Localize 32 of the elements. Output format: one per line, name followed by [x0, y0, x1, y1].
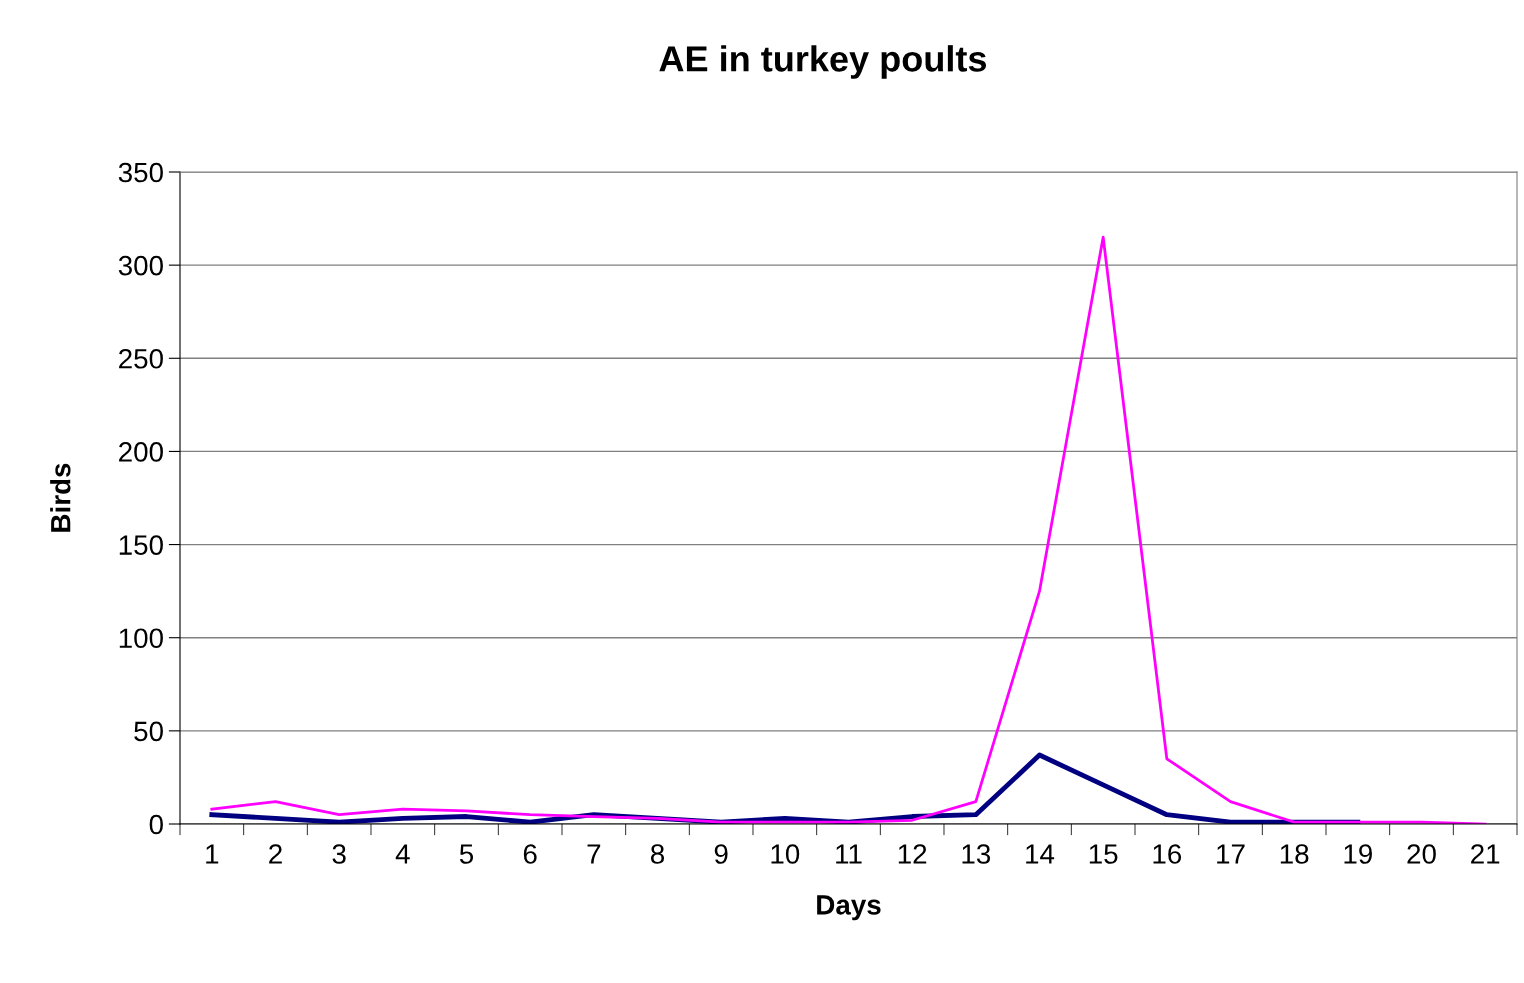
y-tick-label: 350 — [118, 162, 163, 183]
x-tick-label: 21 — [1471, 844, 1500, 864]
x-tick-label: 18 — [1280, 844, 1309, 864]
x-tick-label: 17 — [1217, 844, 1245, 864]
x-tick-label: 19 — [1344, 844, 1372, 864]
x-tick-label: 9 — [714, 844, 728, 864]
x-tick-label: 13 — [962, 844, 991, 864]
x-tick-label: 4 — [395, 844, 410, 864]
y-tick-label: 50 — [134, 721, 163, 742]
x-tick-label: 3 — [332, 844, 346, 864]
y-tick-label: 150 — [119, 535, 163, 555]
y-tick-label: 100 — [119, 628, 163, 649]
x-tick-label: 15 — [1089, 844, 1118, 864]
x-tick-label: 11 — [836, 844, 862, 864]
x-axis-title: Days — [817, 895, 881, 921]
chart-title: AE in turkey poults — [659, 45, 987, 79]
y-tick-label: 300 — [118, 255, 163, 276]
x-tick-label: 1 — [206, 844, 219, 864]
x-tick-label: 14 — [1026, 844, 1055, 864]
x-tick-label: 6 — [523, 844, 537, 864]
x-tick-label: 8 — [650, 844, 665, 864]
y-axis-title: Birds — [50, 463, 71, 532]
x-tick-label: 2 — [269, 844, 282, 864]
y-tick-label: 250 — [119, 348, 163, 369]
x-tick-label: 12 — [898, 844, 927, 864]
x-tick-label: 5 — [459, 844, 474, 864]
y-tick-label: 200 — [119, 442, 163, 462]
x-tick-label: 20 — [1407, 844, 1436, 864]
x-tick-label: 16 — [1153, 844, 1182, 864]
x-tick-label: 10 — [771, 844, 800, 864]
x-tick-label: 7 — [587, 844, 601, 864]
y-tick-label: 0 — [149, 814, 163, 835]
